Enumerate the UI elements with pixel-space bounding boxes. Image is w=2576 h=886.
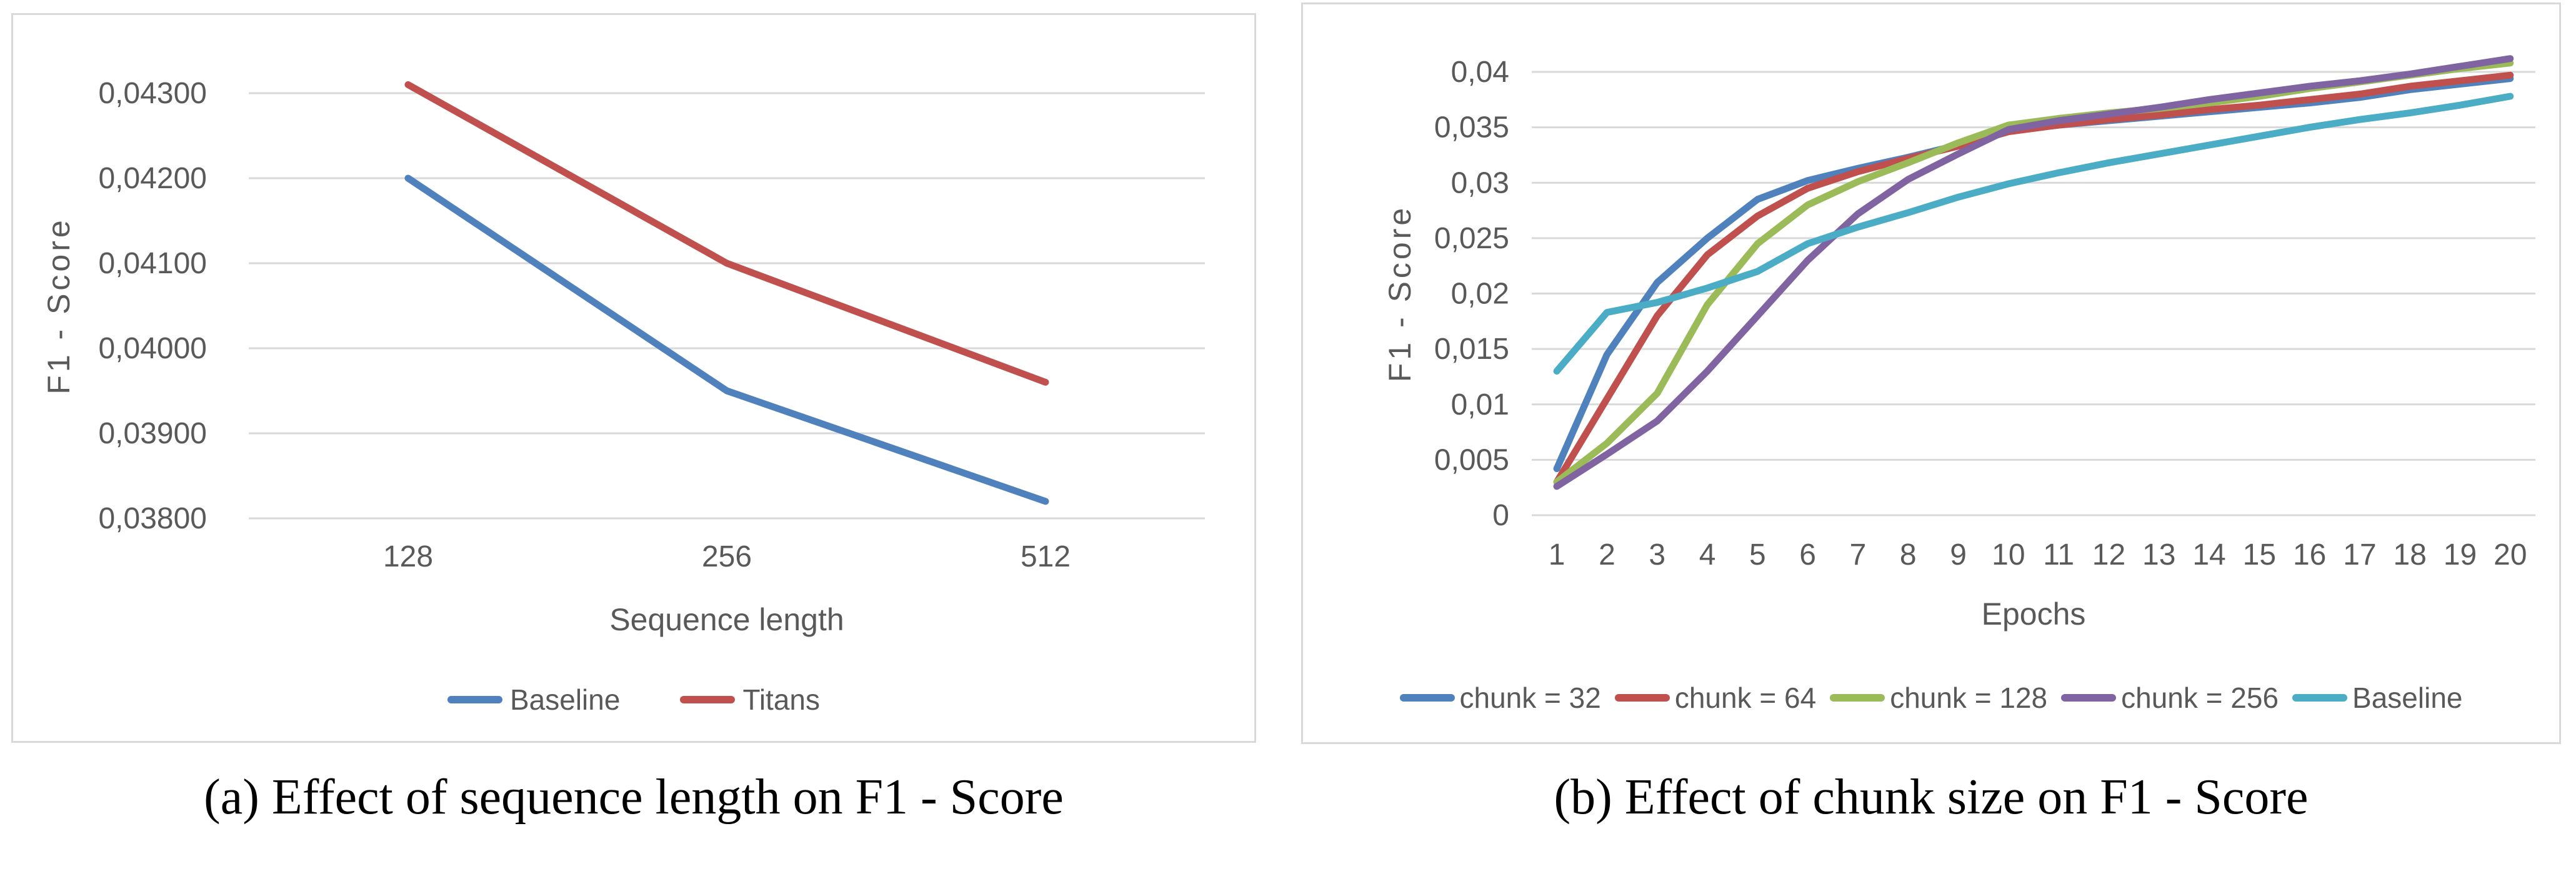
y-tick-label: 0,03800 xyxy=(98,502,207,535)
legend-label: chunk = 128 xyxy=(1890,682,2048,714)
legend-label: Baseline xyxy=(509,683,621,716)
legend-item-chunk-128: chunk = 128 xyxy=(1830,681,2047,715)
legend-item-baseline: Baseline xyxy=(447,683,620,717)
legend-swatch-chunk-128 xyxy=(1830,694,1885,702)
legend-b: chunk = 32 chunk = 64 chunk = 128 chunk = 2… xyxy=(1303,681,2559,715)
x-tick-label: 4 xyxy=(1699,538,1716,571)
x-tick-label: 15 xyxy=(2243,538,2276,571)
legend-swatch-baseline xyxy=(447,696,502,703)
y-axis-title: F1 - Score xyxy=(1382,205,1417,382)
x-tick-label: 6 xyxy=(1799,538,1816,571)
series-line-chunk-64 xyxy=(1553,71,2514,486)
y-tick-label: 0,015 xyxy=(1434,333,1509,366)
legend-label: chunk = 32 xyxy=(1459,682,1601,714)
y-tick-label: 0,04100 xyxy=(98,247,207,280)
chart-panel-a: 0,03800 0,03900 0,04000 0,04100 0,04200 0,043… xyxy=(11,13,1256,743)
x-tick-label: 1 xyxy=(1549,538,1565,571)
y-tick-label: 0,035 xyxy=(1434,111,1509,144)
y-tick-label: 0,005 xyxy=(1434,443,1509,476)
x-axis-title: Sequence length xyxy=(609,602,844,637)
legend-label: Titans xyxy=(742,683,820,716)
x-tick-label: 9 xyxy=(1950,538,1967,571)
legend-swatch-chunk-32 xyxy=(1399,694,1455,702)
legend-label: Baseline xyxy=(2352,682,2463,714)
x-tick-label: 5 xyxy=(1749,538,1766,571)
y-tick-label: 0,03900 xyxy=(98,417,207,450)
legend-label: chunk = 256 xyxy=(2121,682,2279,714)
y-tick-label: 0,03 xyxy=(1451,166,1509,199)
legend-swatch-baseline xyxy=(2292,694,2348,702)
legend-item-titans: Titans xyxy=(680,683,820,717)
x-tick-label: 128 xyxy=(383,540,433,573)
x-tick-label: 7 xyxy=(1850,538,1867,571)
y-tick-label: 0,04 xyxy=(1451,56,1509,89)
legend-swatch-titans xyxy=(680,696,736,703)
y-tick-label: 0,04300 xyxy=(98,77,207,110)
y-axis-title: F1 - Score xyxy=(41,217,76,394)
x-tick-label: 256 xyxy=(702,540,752,573)
x-tick-label: 20 xyxy=(2494,538,2527,571)
y-tick-label: 0,04000 xyxy=(98,332,207,365)
x-tick-label: 2 xyxy=(1599,538,1615,571)
x-tick-label: 10 xyxy=(1992,538,2025,571)
x-tick-label: 18 xyxy=(2394,538,2427,571)
sequence-length-line-chart: 0,03800 0,03900 0,04000 0,04100 0,04200 0,043… xyxy=(41,77,1205,637)
legend-a: Baseline Titans xyxy=(13,683,1254,717)
x-tick-label: 11 xyxy=(2043,538,2074,571)
legend-item-chunk-256: chunk = 256 xyxy=(2061,681,2279,715)
caption-a: (a) Effect of sequence length on F1 - Sc… xyxy=(204,770,1064,825)
series-line-chunk-32 xyxy=(1553,75,2514,473)
legend-item-chunk-32: chunk = 32 xyxy=(1399,681,1601,715)
y-tick-label: 0,02 xyxy=(1451,278,1509,311)
x-axis-title: Epochs xyxy=(1982,597,2086,632)
x-tick-label: 16 xyxy=(2293,538,2326,571)
x-tick-label: 3 xyxy=(1649,538,1665,571)
y-tick-label: 0,025 xyxy=(1434,222,1509,255)
chart-panel-b: 0 0,005 0,01 0,015 0,02 0,025 0,03 0,035 0,04 1 2 3… xyxy=(1301,3,2561,744)
x-tick-label: 13 xyxy=(2142,538,2175,571)
series-line-titans xyxy=(404,81,1049,386)
y-tick-label: 0 xyxy=(1492,499,1509,532)
legend-label: chunk = 64 xyxy=(1674,682,1817,714)
legend-item-chunk-64: chunk = 64 xyxy=(1614,681,1817,715)
legend-swatch-chunk-64 xyxy=(1614,694,1670,702)
y-tick-label: 0,04200 xyxy=(98,162,207,195)
legend-swatch-chunk-256 xyxy=(2061,694,2117,702)
series-line-baseline xyxy=(404,174,1049,505)
x-tick-label: 14 xyxy=(2192,538,2225,571)
x-tick-label: 8 xyxy=(1900,538,1917,571)
x-tick-label: 12 xyxy=(2092,538,2125,571)
caption-b: (b) Effect of chunk size on F1 - Score xyxy=(1554,770,2309,825)
legend-item-baseline: Baseline xyxy=(2292,681,2462,715)
series-line-chunk-256 xyxy=(1553,55,2514,490)
series-line-baseline xyxy=(1553,93,2514,375)
x-tick-label: 512 xyxy=(1021,540,1071,573)
y-tick-label: 0,01 xyxy=(1451,388,1509,421)
x-tick-label: 19 xyxy=(2444,538,2477,571)
x-tick-label: 17 xyxy=(2343,538,2376,571)
